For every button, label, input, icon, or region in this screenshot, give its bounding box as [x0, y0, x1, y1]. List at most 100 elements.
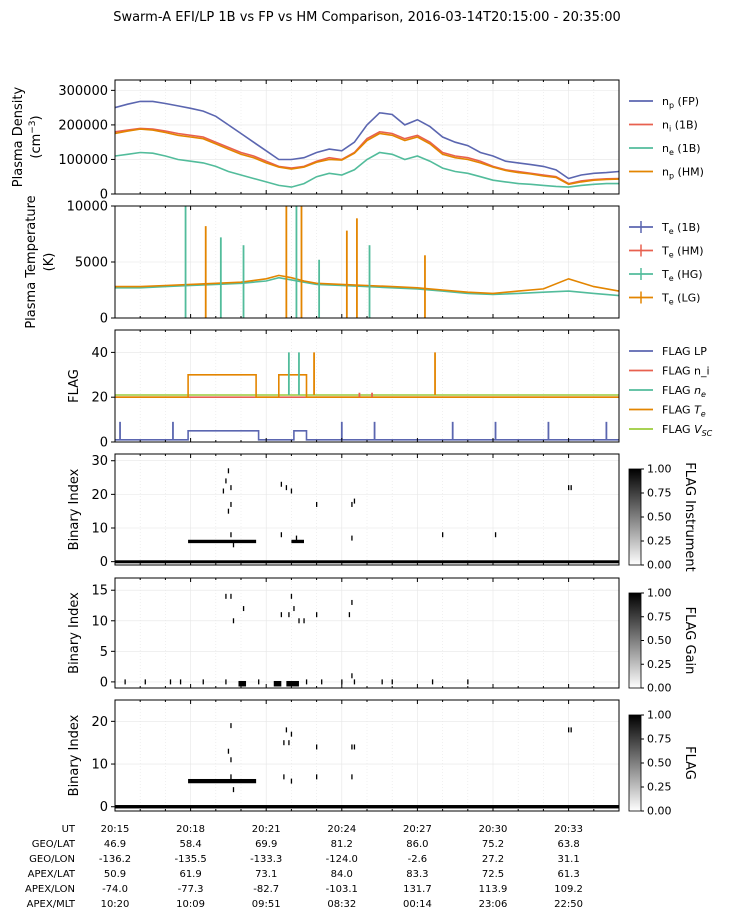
flag-mark-5 — [225, 679, 227, 685]
footer-value: 10:09 — [176, 899, 205, 910]
flag-mark-19 — [232, 618, 235, 624]
grid — [114, 330, 620, 443]
flag-mark-16 — [225, 593, 227, 599]
footer-value: 61.3 — [557, 869, 579, 880]
colorbar-tick-label: 0.00 — [647, 559, 672, 572]
flag-bar-0 — [115, 560, 619, 564]
series-line-0 — [115, 100, 619, 180]
colorbar-tick-label: 0.25 — [647, 535, 672, 548]
flag-mark-15 — [351, 774, 353, 780]
series-line-3 — [115, 374, 619, 398]
flag-mark-20 — [280, 612, 283, 618]
footer-value: -82.7 — [253, 884, 279, 895]
footer-value: 73.1 — [255, 869, 277, 880]
flag-mark-3 — [179, 679, 182, 685]
footer-value: -74.0 — [102, 884, 128, 895]
footer-value: 81.2 — [331, 839, 353, 850]
y-axis-label: Plasma Density — [11, 87, 26, 188]
grid — [114, 205, 620, 319]
colorbar-tick-label: 0.75 — [647, 610, 672, 623]
flag-bar-1 — [273, 680, 282, 687]
flag-mark-1 — [225, 478, 227, 484]
flag-mark-21 — [288, 612, 290, 618]
flag-mark-26 — [316, 612, 318, 618]
footer-value: 20:24 — [327, 824, 356, 835]
flag-bar-2 — [291, 539, 304, 544]
flag-mark-6 — [230, 532, 232, 538]
y-tick-label: 5 — [100, 645, 108, 660]
colorbar-tick-label: 0.75 — [647, 487, 672, 500]
flag-mark-0 — [227, 468, 230, 474]
colorbar-label: FLAG Instrument — [682, 462, 697, 571]
flag-mark-19 — [568, 485, 570, 491]
flag-mark-5 — [285, 727, 288, 733]
series-line-2 — [115, 151, 619, 188]
plot-area — [115, 723, 619, 809]
footer-value: -133.3 — [250, 854, 282, 865]
flag-mark-18 — [242, 606, 245, 612]
y-tick-label: 10 — [91, 614, 108, 629]
flag-mark-7 — [283, 740, 285, 746]
y-tick-label: 10000 — [67, 200, 108, 215]
footer-value: 00:14 — [403, 899, 432, 910]
series-line-1 — [115, 274, 619, 295]
panel-flag-instrument: 0.00 0.25 0.50 0.75 1.00 FLAG Instrument 0 10 20… — [67, 453, 697, 572]
flag-mark-0 — [124, 679, 126, 685]
footer-value: 113.9 — [479, 884, 508, 895]
colorbar-tick-label: 0.50 — [647, 634, 672, 647]
flag-bar-0 — [115, 805, 619, 809]
y-tick-label: 20 — [91, 715, 108, 730]
flag-mark-4 — [230, 501, 232, 507]
footer-row-label: GEO/LAT — [32, 839, 76, 850]
colorbar-tick-label: 1.00 — [647, 587, 672, 600]
plot-area — [115, 352, 619, 441]
legend-entry: Te (HG) — [661, 268, 703, 283]
flag-mark-18 — [494, 532, 497, 538]
legend-entry: FLAG LP — [662, 345, 707, 358]
y-tick-label: 30 — [91, 454, 108, 469]
colorbar-tick-label: 0.00 — [647, 682, 672, 695]
footer-row-label: APEX/MLT — [27, 899, 76, 910]
footer-row-label: UT — [62, 824, 76, 835]
y-axis-unit: (K) — [42, 253, 57, 272]
flag-bar-1 — [188, 778, 257, 784]
colorbar-tick-label: 1.00 — [647, 709, 672, 722]
footer-value: 27.2 — [482, 854, 504, 865]
flag-mark-2 — [230, 757, 232, 763]
plot-area — [115, 468, 619, 564]
colorbar-tick-label: 0.25 — [647, 781, 672, 794]
legend-entry: FLAG VSC — [662, 423, 713, 438]
flag-mark-25 — [303, 618, 305, 624]
footer-value: 20:21 — [252, 824, 281, 835]
colorbar-label: FLAG — [682, 746, 697, 780]
flag-mark-1 — [227, 748, 230, 754]
footer-row-label: GEO/LON — [29, 854, 75, 865]
flag-mark-7 — [305, 679, 308, 685]
legend-entry: Te (HM) — [661, 245, 704, 260]
y-tick-label: 100000 — [58, 153, 108, 168]
legend-entry: Te (1B) — [661, 221, 700, 236]
plot-area — [115, 100, 619, 188]
plot-area — [124, 593, 469, 687]
footer-value: 86.0 — [406, 839, 428, 850]
flag-mark-9 — [283, 774, 285, 780]
legend: FLAG LP FLAG n_i FLAG ne FLAG Te FLAG VSC — [629, 345, 713, 438]
footer-value: 22:50 — [554, 899, 583, 910]
flag-mark-3 — [222, 488, 225, 494]
flag-bar-1 — [188, 539, 257, 544]
footer-value: 69.9 — [255, 839, 277, 850]
flag-mark-8 — [288, 740, 290, 746]
grid — [114, 700, 620, 811]
flag-mark-12 — [391, 679, 393, 685]
flag-mark-3 — [230, 774, 232, 780]
ephemeris-footer: UT GEO/LAT GEO/LON APEX/LAT APEX/LON APEX/MLT… — [25, 824, 583, 910]
footer-value: -135.5 — [174, 854, 206, 865]
y-tick-label: 10 — [91, 522, 108, 537]
colorbar-tick-label: 0.25 — [647, 658, 672, 671]
y-axis-label: Binary Index — [67, 468, 82, 550]
y-tick-label: 0 — [100, 675, 108, 690]
flag-bar-0 — [238, 680, 247, 687]
footer-value: 09:51 — [252, 899, 281, 910]
flag-mark-12 — [295, 535, 298, 541]
